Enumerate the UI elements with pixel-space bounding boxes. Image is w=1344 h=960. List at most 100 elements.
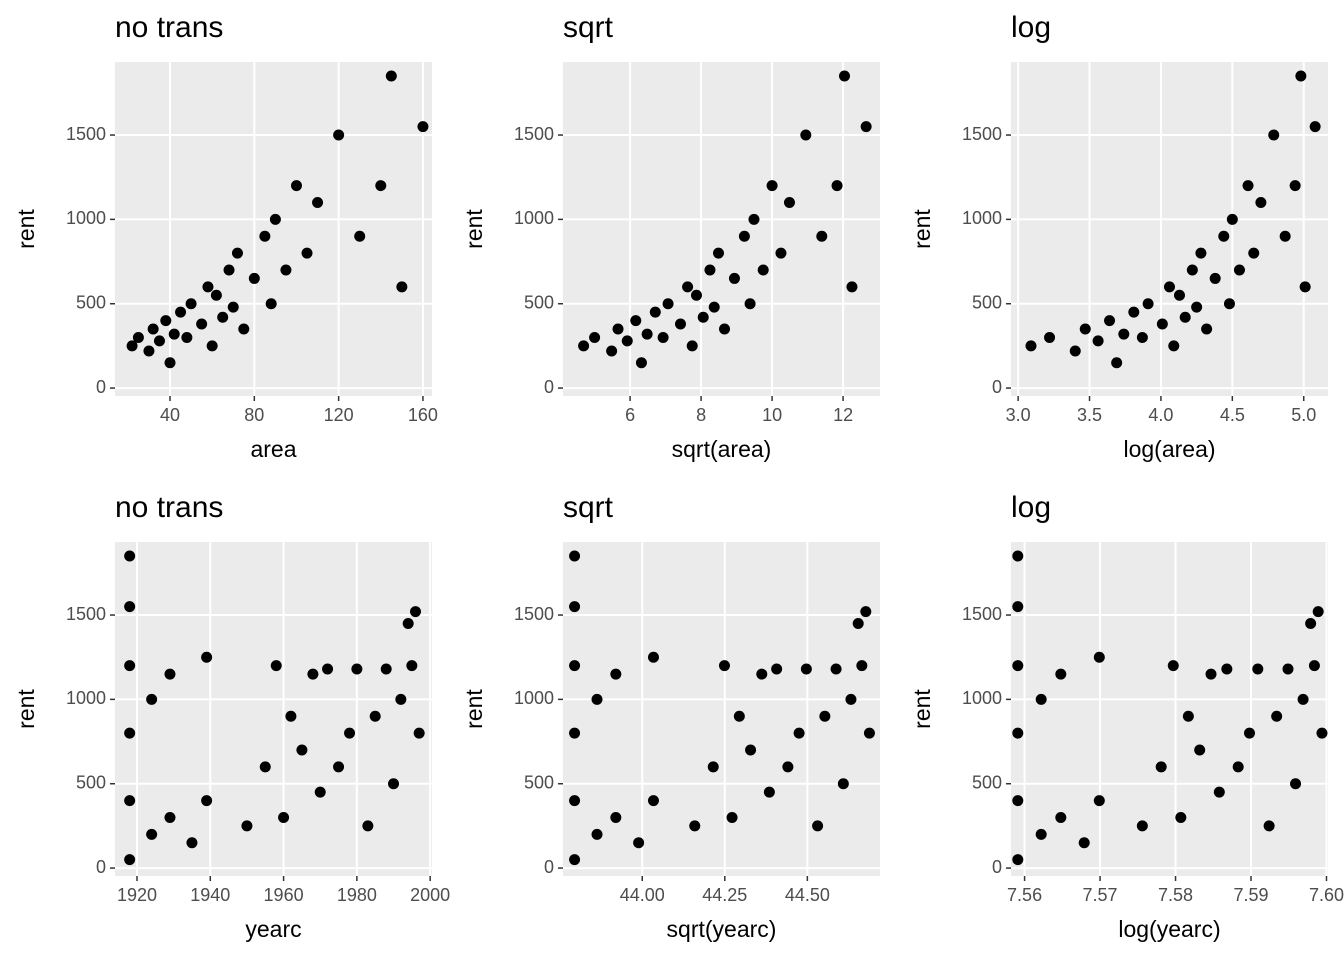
point: [1168, 340, 1180, 352]
point: [146, 828, 158, 840]
point: [649, 306, 661, 318]
point: [830, 663, 842, 675]
point: [800, 129, 812, 141]
y-tick-label: 1500: [66, 124, 106, 144]
point: [860, 606, 872, 618]
point: [1309, 121, 1321, 133]
y-tick-label: 1500: [962, 604, 1002, 624]
point: [227, 301, 239, 313]
point: [402, 617, 414, 629]
point: [766, 180, 778, 192]
point: [748, 213, 760, 225]
point: [375, 180, 387, 192]
point: [206, 340, 218, 352]
x-tick-label: 7.58: [1158, 885, 1193, 905]
point: [126, 340, 138, 352]
point: [793, 727, 805, 739]
point: [800, 663, 812, 675]
point: [819, 710, 831, 722]
point: [124, 660, 136, 672]
point: [1035, 693, 1047, 705]
point: [124, 727, 136, 739]
point: [1035, 828, 1047, 840]
point: [1305, 617, 1317, 629]
point: [1312, 606, 1324, 618]
point: [662, 298, 674, 310]
point: [1012, 660, 1024, 672]
x-axis-label: sqrt(area): [672, 436, 772, 462]
point: [1092, 335, 1104, 347]
point: [1156, 318, 1168, 330]
point: [1142, 298, 1154, 310]
point: [290, 180, 302, 192]
x-tick-label: 3.5: [1077, 405, 1102, 425]
point: [1055, 811, 1067, 823]
point: [1079, 323, 1091, 335]
point: [612, 323, 624, 335]
point: [322, 663, 334, 675]
x-tick-label: 44.25: [702, 885, 747, 905]
point: [863, 727, 875, 739]
point: [147, 323, 159, 335]
point: [647, 795, 659, 807]
point: [846, 281, 858, 293]
point: [1279, 230, 1291, 242]
y-tick-label: 500: [76, 772, 106, 792]
point: [569, 854, 581, 866]
point: [837, 778, 849, 790]
y-tick-label: 1500: [514, 604, 554, 624]
point: [690, 289, 702, 301]
point: [153, 335, 165, 347]
point: [682, 281, 694, 293]
point: [812, 820, 824, 832]
point: [1297, 693, 1309, 705]
point: [1195, 247, 1207, 259]
point: [1263, 820, 1275, 832]
point: [1316, 727, 1328, 739]
point: [312, 197, 324, 209]
point: [1104, 315, 1116, 327]
point: [1218, 230, 1230, 242]
point: [1271, 710, 1283, 722]
point: [1244, 727, 1256, 739]
y-tick-label: 0: [992, 377, 1002, 397]
panel-title: log: [1011, 491, 1051, 524]
y-axis-label: rent: [461, 689, 487, 729]
point: [259, 761, 271, 773]
point: [726, 811, 738, 823]
point: [344, 727, 356, 739]
point: [1136, 331, 1148, 343]
point: [839, 70, 851, 82]
point: [718, 660, 730, 672]
point: [1194, 744, 1206, 756]
point: [1201, 323, 1213, 335]
point: [217, 311, 229, 323]
point: [1012, 601, 1024, 613]
point: [589, 331, 601, 343]
point: [783, 197, 795, 209]
x-tick-label: 8: [696, 405, 706, 425]
point: [1248, 247, 1260, 259]
point: [1167, 660, 1179, 672]
point: [1290, 778, 1302, 790]
point: [238, 323, 250, 335]
point: [210, 289, 222, 301]
point: [181, 331, 193, 343]
point: [231, 247, 243, 259]
y-tick-label: 0: [992, 857, 1002, 877]
point: [719, 323, 731, 335]
point: [569, 727, 581, 739]
panel-background: [1011, 542, 1328, 876]
point: [1289, 180, 1301, 192]
y-tick-label: 0: [96, 377, 106, 397]
point: [606, 345, 618, 357]
point: [1093, 651, 1105, 663]
point: [757, 264, 769, 276]
point: [816, 230, 828, 242]
point: [265, 298, 277, 310]
point: [164, 357, 176, 369]
point: [380, 663, 392, 675]
point: [569, 795, 581, 807]
y-tick-label: 1000: [514, 208, 554, 228]
point: [333, 129, 345, 141]
